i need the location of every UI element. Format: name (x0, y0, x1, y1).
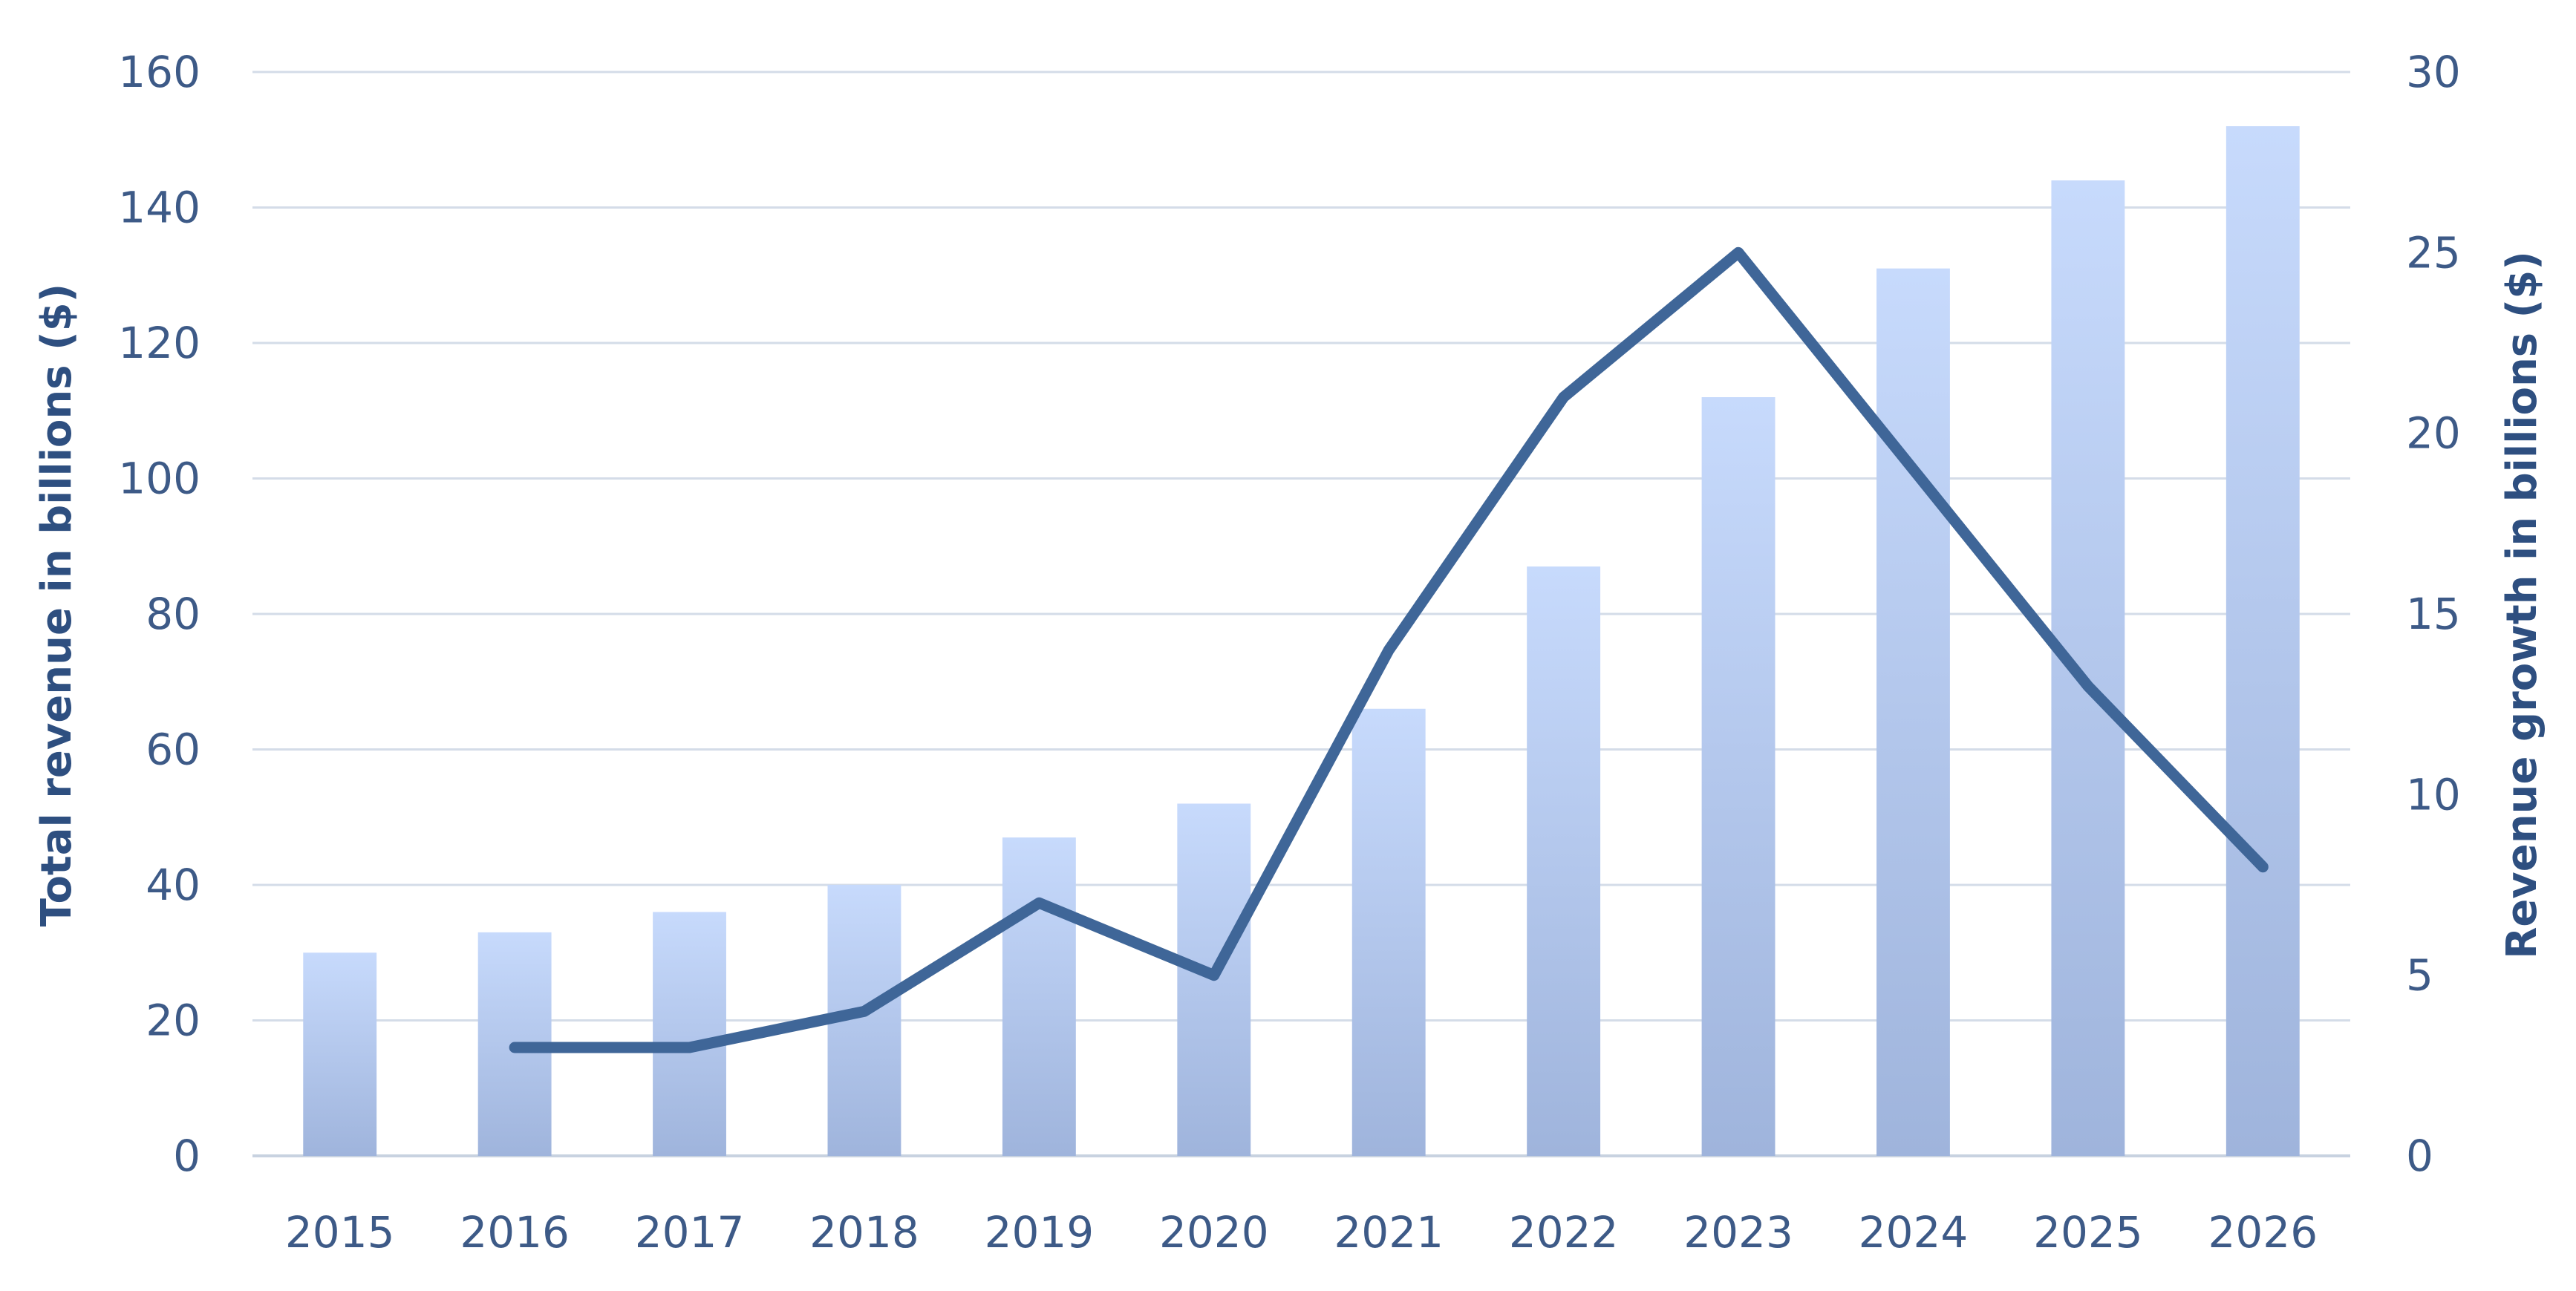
right-tick-label: 0 (2406, 1131, 2433, 1181)
x-tick-label: 2021 (1334, 1207, 1444, 1258)
right-axis-title: Revenue growth in billions ($) (2498, 251, 2546, 959)
x-tick-label: 2015 (285, 1207, 395, 1258)
growth-point (1562, 396, 1565, 398)
left-tick-label: 40 (146, 860, 200, 910)
right-tick-label: 5 (2406, 950, 2433, 1001)
revenue-bar (1002, 837, 1076, 1156)
left-tick-label: 80 (146, 589, 200, 639)
growth-point (1038, 902, 1040, 904)
growth-point (514, 1047, 516, 1048)
x-tick-label: 2017 (635, 1207, 745, 1258)
revenue-bar (1527, 566, 1601, 1156)
x-tick-label: 2016 (460, 1207, 570, 1258)
left-tick-label: 120 (118, 318, 200, 368)
x-tick-label: 2020 (1159, 1207, 1269, 1258)
right-tick-label: 15 (2406, 589, 2461, 639)
x-tick-label: 2019 (985, 1207, 1095, 1258)
right-tick-label: 25 (2406, 227, 2461, 278)
left-tick-label: 160 (118, 47, 200, 97)
left-tick-label: 20 (146, 996, 200, 1046)
growth-point (688, 1047, 691, 1048)
x-axis-ticks: 2015 2016 2017 2018 2019 2020 2021 2022 2023 2024… (285, 1207, 2318, 1258)
x-tick-label: 2025 (2033, 1207, 2143, 1258)
left-tick-label: 100 (118, 454, 200, 504)
x-tick-label: 2026 (2208, 1207, 2318, 1258)
gridlines (252, 71, 2350, 1157)
right-axis-ticks: 0 5 10 15 20 25 30 (2406, 47, 2461, 1181)
revenue-bars (303, 126, 2300, 1156)
right-tick-label: 10 (2406, 769, 2461, 820)
left-tick-label: 140 (118, 183, 200, 233)
x-tick-label: 2023 (1683, 1207, 1793, 1258)
left-tick-label: 60 (146, 725, 200, 775)
x-tick-label: 2018 (809, 1207, 919, 1258)
left-tick-label: 0 (173, 1131, 200, 1181)
left-axis-title: Total revenue in billions ($) (33, 284, 81, 927)
revenue-bar (2226, 126, 2300, 1156)
growth-point (1388, 649, 1390, 651)
revenue-bar (653, 912, 726, 1156)
growth-point (2087, 685, 2089, 687)
left-axis-ticks: 0 20 40 60 80 100 120 140 160 (118, 47, 200, 1181)
revenue-bar (303, 952, 377, 1156)
growth-point (2262, 866, 2264, 868)
revenue-bar (1351, 708, 1426, 1156)
growth-point (863, 1010, 865, 1013)
revenue-bar (1701, 397, 1776, 1156)
growth-point (1213, 974, 1215, 976)
growth-point (1738, 252, 1740, 254)
revenue-bar (2051, 180, 2125, 1156)
revenue-bar (1876, 268, 1950, 1156)
growth-line-series (509, 246, 2269, 1053)
right-tick-label: 20 (2406, 408, 2461, 459)
right-tick-label: 30 (2406, 47, 2461, 97)
x-tick-label: 2024 (1859, 1207, 1969, 1258)
growth-point (1912, 468, 1914, 471)
x-tick-label: 2022 (1509, 1207, 1619, 1258)
